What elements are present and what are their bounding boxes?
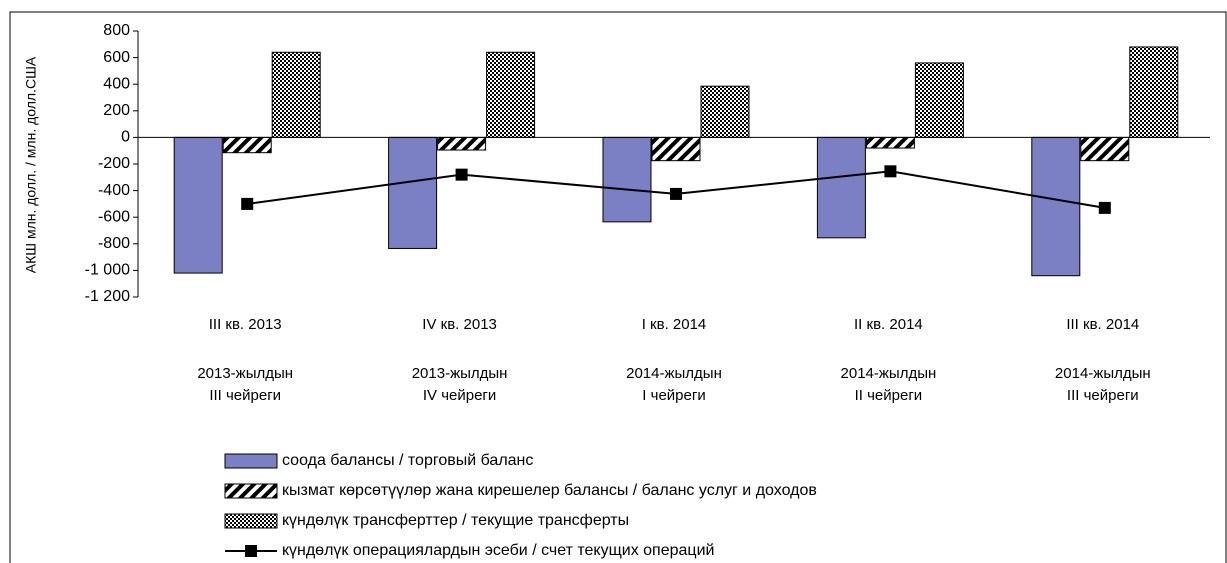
x-tick-label: IV кв. 2013: [422, 316, 497, 333]
legend-label: күндөлүк операциялардын эсеби / счет тек…: [282, 542, 714, 559]
legend-label: кызмат көрсөтүүлөр жана кирешелер баланс…: [282, 482, 817, 499]
bar: [651, 136, 701, 162]
bar: [388, 136, 438, 249]
x-tick-label: III кв. 2013: [209, 316, 282, 333]
frame: [9, 11, 1227, 563]
bar: [602, 136, 652, 223]
x-sublabel: III чейреги: [209, 387, 281, 404]
bar: [865, 136, 915, 149]
x-sublabel: III чейреги: [1067, 387, 1139, 404]
y-axis-label: АКШ млн. долл. / млн. долл.США: [23, 56, 39, 273]
x-sublabel: 2014-жылдын: [626, 365, 722, 382]
bar: [816, 136, 866, 239]
bar: [1129, 46, 1179, 138]
x-tick-label: II кв. 2014: [854, 316, 923, 333]
legend-swatch: [245, 545, 257, 557]
y-tick-label: -1 200: [85, 288, 130, 305]
y-tick-label: 800: [103, 22, 130, 39]
bar: [700, 85, 750, 138]
x-sublabel: IV чейреги: [423, 387, 496, 404]
bar: [271, 51, 321, 138]
y-tick-label: 200: [103, 102, 130, 119]
marker: [670, 187, 682, 200]
bar: [437, 136, 487, 151]
legend-swatch: [224, 483, 278, 499]
y-tick-label: 600: [103, 49, 130, 66]
x-sublabel: 2013-жылдын: [412, 365, 508, 382]
legend-swatch: [224, 513, 278, 529]
legend-label: күндөлүк трансферттер / текущие трансфер…: [282, 512, 629, 529]
bar: [173, 136, 223, 274]
marker: [884, 165, 897, 178]
y-tick-label: -400: [98, 182, 130, 199]
y-tick-label: 400: [103, 75, 130, 92]
marker: [241, 197, 254, 210]
marker: [455, 168, 468, 181]
x-sublabel: II чейреги: [855, 387, 923, 404]
y-tick-label: -800: [98, 235, 130, 252]
x-sublabel: 2014-жылдын: [841, 365, 937, 382]
x-tick-label: I кв. 2014: [642, 316, 707, 333]
bar: [222, 136, 272, 154]
y-tick-label: 0: [121, 129, 130, 146]
bar: [1080, 136, 1130, 162]
bar: [1031, 136, 1081, 277]
bar: [486, 51, 536, 138]
x-sublabel: 2013-жылдын: [197, 365, 293, 382]
x-tick-label: III кв. 2014: [1066, 316, 1139, 333]
bar: [914, 62, 964, 138]
y-tick-label: -600: [98, 208, 130, 225]
legend-swatch: [224, 453, 278, 469]
x-sublabel: 2014-жылдын: [1055, 365, 1151, 382]
marker: [1098, 201, 1111, 214]
x-sublabel: I чейреги: [642, 387, 705, 404]
y-tick-label: -200: [98, 155, 130, 172]
y-tick-label: -1 000: [85, 262, 130, 279]
legend-label: соода балансы / торговый баланс: [282, 452, 533, 469]
